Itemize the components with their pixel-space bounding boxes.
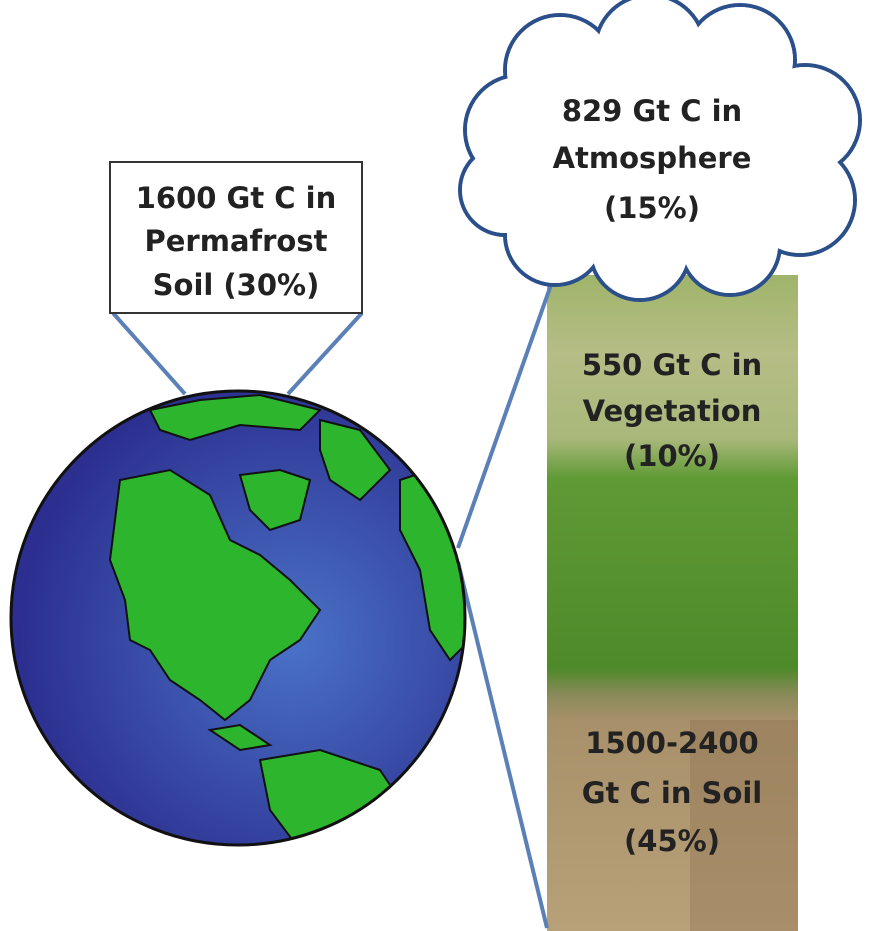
label-line: 1600 Gt C in	[136, 181, 337, 215]
label-line: 1500-2400	[585, 726, 758, 760]
cloud: 829 Gt C in Atmosphere (15%)	[458, 0, 862, 302]
label-line: Gt C in Soil	[582, 776, 763, 810]
label-line: Atmosphere	[553, 141, 752, 175]
label-line: Soil (30%)	[153, 268, 320, 302]
permafrost-label: 1600 Gt C in Permafrost Soil (30%)	[136, 181, 337, 302]
vegetation-label: 550 Gt C in Vegetation (10%)	[582, 348, 762, 473]
label-line: (15%)	[604, 191, 700, 225]
label-line: (45%)	[624, 824, 720, 858]
permafrost-box	[109, 161, 363, 314]
soil-shadow	[690, 720, 798, 931]
label-line: (10%)	[624, 439, 720, 473]
soil-column	[547, 275, 798, 931]
label-line: Vegetation	[583, 394, 762, 428]
connectors	[111, 281, 554, 929]
label-line: 550 Gt C in	[582, 348, 762, 382]
label-line: 829 Gt C in	[562, 94, 742, 128]
globe	[9, 389, 467, 847]
label-line: Permafrost	[145, 224, 328, 258]
soil-label: 1500-2400 Gt C in Soil (45%)	[582, 726, 763, 858]
